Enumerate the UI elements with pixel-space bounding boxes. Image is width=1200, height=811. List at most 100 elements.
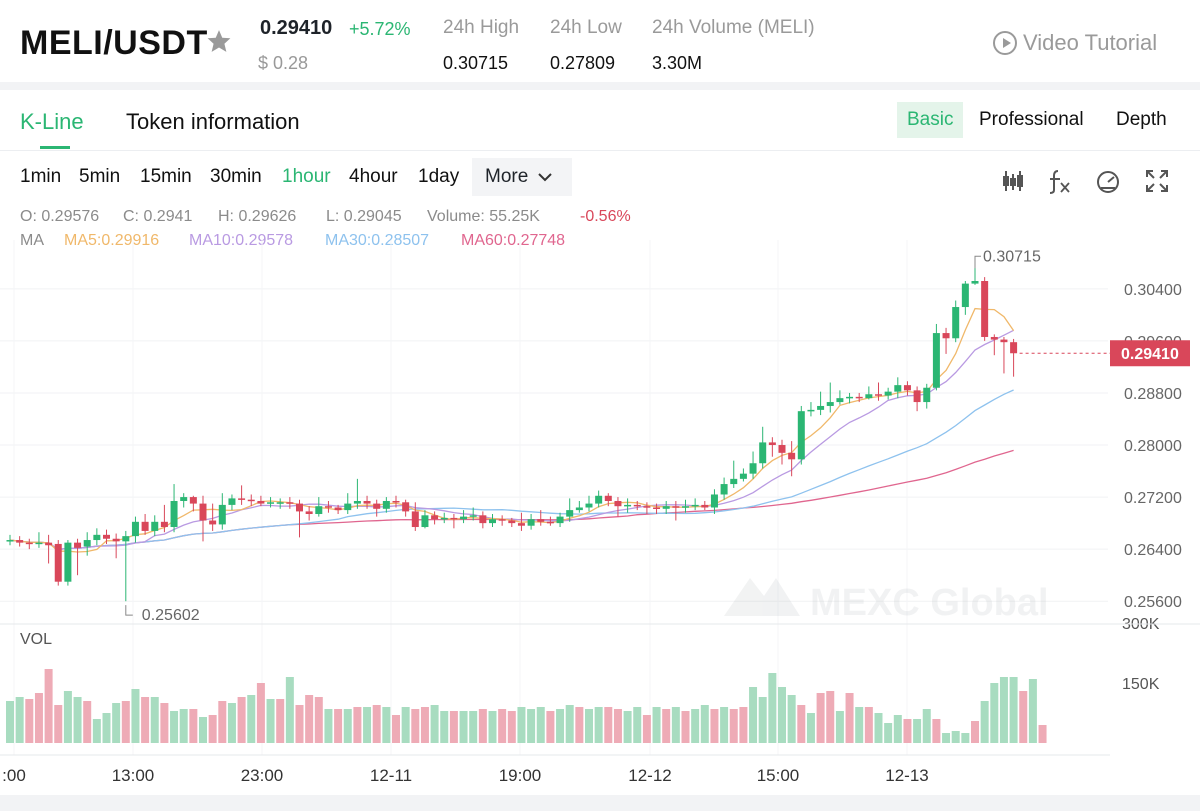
candle-body: [875, 394, 882, 396]
stat-high-value: 0.30715: [443, 53, 509, 73]
fx-icon[interactable]: [1046, 168, 1072, 194]
low-marker-label: 0.25602: [142, 607, 200, 624]
volume-bar: [25, 699, 34, 743]
candle-body: [826, 402, 834, 406]
candle-body: [720, 484, 728, 495]
stat-volume-label: 24h Volume (MELI): [652, 17, 815, 38]
kline-chart[interactable]: MEXC Global 0.304000.296000.288000.28000…: [0, 240, 1200, 795]
candle-body: [865, 394, 873, 399]
candle-body: [614, 500, 622, 507]
volume-bar: [305, 695, 314, 743]
volume-bar: [990, 683, 999, 743]
volume-bar: [343, 709, 352, 743]
candle-body: [672, 506, 680, 508]
ma5-value: MA5:0.29916: [64, 232, 160, 249]
candle-body: [16, 540, 24, 543]
mode-basic-button[interactable]: Basic: [897, 102, 964, 138]
volume-bar: [411, 709, 420, 743]
ticker-header: MELI/USDT 0.29410 +5.72% $ 0.28 24h High…: [0, 0, 1200, 82]
volume-bar: [922, 709, 931, 743]
volume-bar: [613, 709, 622, 743]
timeframe-5min[interactable]: 5min: [79, 166, 121, 187]
more-timeframes-dropdown[interactable]: More: [472, 158, 572, 196]
candle-body: [440, 517, 448, 520]
volume-bar: [691, 709, 700, 743]
volume-bar: [170, 711, 179, 743]
volume-bar: [353, 707, 362, 743]
timeframe-1hour[interactable]: 1hour: [282, 166, 331, 187]
candle-body: [170, 500, 178, 528]
volume-bar: [295, 705, 304, 743]
candle-body: [35, 542, 43, 545]
candle-body: [382, 500, 390, 509]
volume-bar: [729, 709, 738, 743]
volume-bar: [884, 723, 893, 743]
candle-body: [537, 519, 545, 522]
candle-body: [981, 281, 989, 337]
candle-body: [151, 521, 159, 531]
candle-body: [180, 497, 188, 501]
candle-body: [353, 500, 361, 504]
volume-bar: [971, 721, 979, 743]
usd-price: $ 0.28: [258, 53, 309, 73]
candle-body: [257, 500, 265, 504]
candle-body: [421, 515, 429, 528]
candle-body: [93, 534, 101, 541]
candle-icon[interactable]: [1000, 168, 1026, 194]
timeframe-1day[interactable]: 1day: [418, 166, 460, 187]
candle-body: [296, 503, 303, 512]
candle-body: [739, 473, 747, 479]
candle-body: [913, 390, 921, 403]
candle-body: [247, 499, 255, 502]
ohlc-volume: Volume: 55.25K: [427, 208, 540, 225]
more-label: More: [485, 166, 529, 187]
x-tick-label: 13:00: [112, 766, 155, 785]
ma10-line: [9, 329, 1014, 551]
timeframe-30min[interactable]: 30min: [210, 166, 262, 187]
volume-bar: [642, 715, 651, 743]
volume-bar: [826, 691, 835, 743]
volume-bar: [324, 709, 333, 743]
ohlc-open: O: 0.29576: [20, 208, 100, 225]
candle-body: [517, 523, 525, 526]
candle-body: [218, 504, 226, 525]
volume-bar: [778, 687, 786, 743]
star-icon[interactable]: [206, 28, 232, 54]
last-price: 0.29410: [260, 17, 333, 39]
timeframe-4hour[interactable]: 4hour: [349, 166, 398, 187]
tab-k-line[interactable]: K-Line: [20, 109, 84, 134]
candle-body: [546, 521, 554, 524]
candle-body: [759, 442, 767, 464]
candle-body: [662, 506, 670, 509]
mode-depth-button[interactable]: Depth: [1116, 109, 1167, 130]
candle-body: [392, 500, 400, 503]
fullscreen-icon[interactable]: [1144, 168, 1170, 194]
y-tick-label: 0.26400: [1124, 542, 1182, 559]
candle-body: [334, 507, 342, 511]
mode-professional-button[interactable]: Professional: [979, 109, 1084, 130]
volume-bar: [594, 707, 603, 743]
volume-bar: [83, 701, 92, 743]
candle-body: [653, 507, 661, 509]
timeframe-15min[interactable]: 15min: [140, 166, 192, 187]
volume-bar: [382, 707, 391, 743]
volume-bar: [141, 697, 150, 743]
volume-bar: [237, 697, 246, 743]
volume-bar: [999, 677, 1008, 743]
candle-body: [633, 504, 641, 507]
watermark-logo: MEXC Global: [724, 578, 1049, 624]
video-tutorial-link[interactable]: Video Tutorial: [993, 30, 1157, 56]
candle-body: [604, 495, 612, 501]
volume-bar: [517, 707, 526, 743]
tab-token-information[interactable]: Token information: [126, 109, 300, 134]
ohlc-close: C: 0.2941: [123, 208, 193, 225]
candle-body: [363, 500, 371, 504]
candle-body: [411, 511, 419, 528]
volume-bar: [565, 705, 574, 743]
timeframe-1min[interactable]: 1min: [20, 166, 62, 187]
candle-body: [788, 452, 796, 460]
volume-bar: [150, 697, 159, 743]
candle-body: [807, 409, 815, 412]
gauge-icon[interactable]: [1095, 168, 1121, 194]
candle-body: [286, 502, 294, 504]
